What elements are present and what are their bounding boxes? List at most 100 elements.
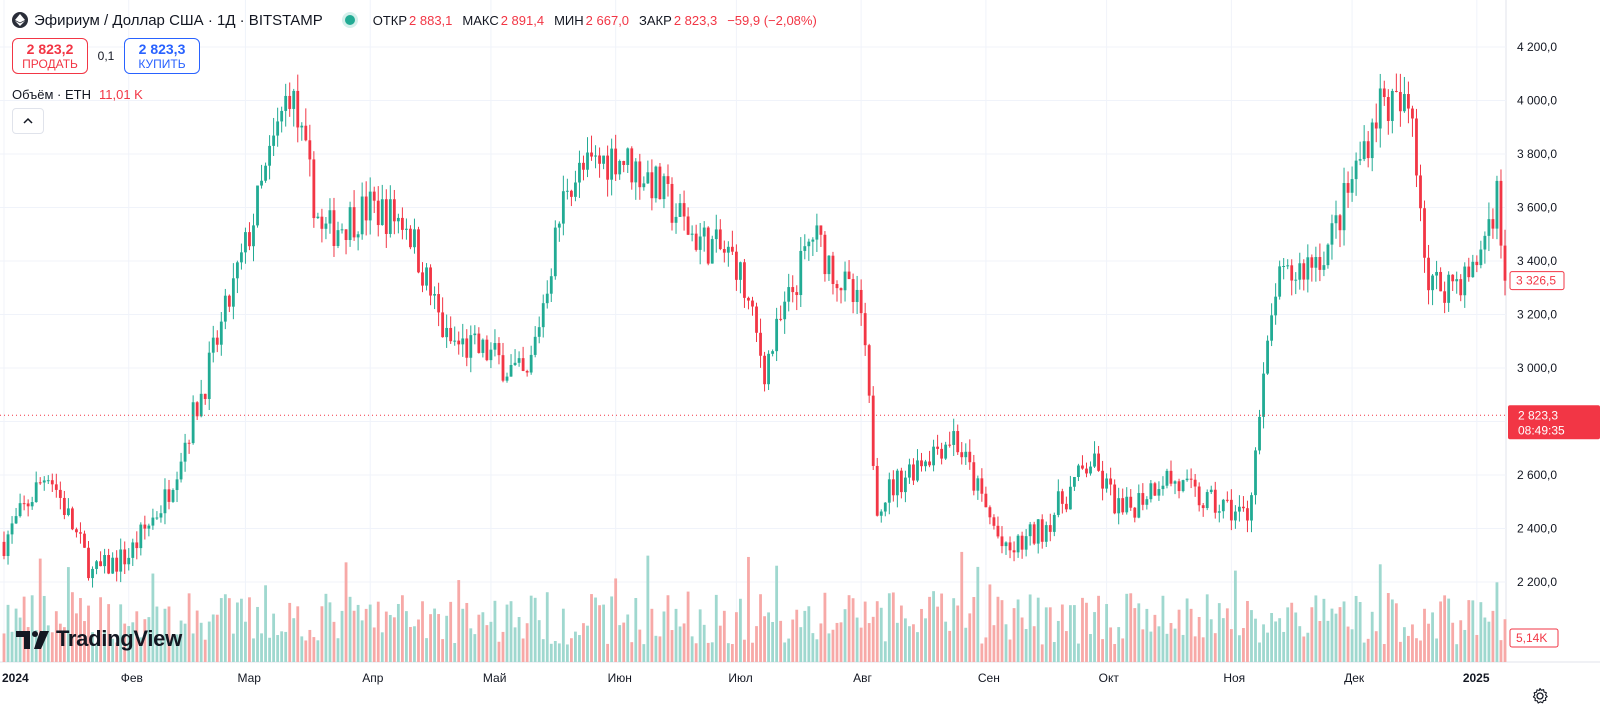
- candle-body: [264, 165, 267, 181]
- candle-body: [1358, 159, 1362, 161]
- candle-body: [1423, 208, 1426, 258]
- candle-body: [734, 251, 738, 280]
- candle-body: [887, 479, 891, 503]
- symbol-title[interactable]: Эфириум / Доллар США · 1Д · BITSTAMP: [34, 11, 323, 29]
- candle-body: [18, 503, 22, 517]
- candle-body: [1040, 519, 1044, 542]
- candle-body: [582, 162, 585, 170]
- candle-body: [235, 262, 239, 279]
- candle-body: [835, 284, 839, 289]
- volume-bar: [1495, 582, 1499, 662]
- candle-body: [606, 155, 610, 180]
- close-value: 2 823,3: [673, 12, 718, 28]
- volume-bar: [1411, 624, 1414, 662]
- time-tick-label: Ноя: [1223, 671, 1245, 685]
- volume-bar: [320, 606, 324, 662]
- candle-body: [924, 461, 927, 467]
- candle-body: [1004, 542, 1008, 547]
- buy-button[interactable]: 2 823,3 КУПИТЬ: [124, 38, 200, 74]
- candle-body: [751, 300, 754, 307]
- volume-bar: [851, 598, 855, 662]
- volume-bar: [457, 580, 461, 662]
- volume-bar: [1233, 570, 1237, 662]
- open-label: ОТКР: [372, 12, 408, 28]
- volume-bar: [1137, 603, 1141, 662]
- volume-bar: [449, 601, 453, 662]
- candle-body: [722, 249, 726, 253]
- candle-body: [22, 503, 26, 505]
- last-bar-price-label: 3 326,5: [1516, 274, 1556, 288]
- candle-body: [726, 246, 730, 253]
- candle-body: [610, 148, 614, 180]
- volume-bar: [650, 608, 654, 662]
- candle-body: [553, 227, 557, 277]
- volume-bar: [835, 622, 839, 662]
- candle-body: [58, 489, 62, 498]
- volume-bar: [590, 594, 593, 662]
- volume-bar: [1459, 620, 1463, 662]
- price-tick-label: 3 400,0: [1517, 254, 1557, 268]
- volume-bar: [10, 631, 14, 662]
- candle-body: [602, 155, 605, 164]
- volume-bar: [413, 626, 416, 662]
- volume-bar: [1423, 608, 1426, 662]
- volume-bar: [1402, 627, 1406, 662]
- volume-bar: [215, 614, 219, 662]
- sell-button[interactable]: 2 823,2 ПРОДАТЬ: [12, 38, 88, 74]
- volume-legend[interactable]: Объём · ETH 11,01 K: [12, 87, 143, 102]
- candle-body: [163, 489, 167, 514]
- candle-body: [1213, 489, 1217, 513]
- price-tick-label: 3 600,0: [1517, 201, 1557, 215]
- volume-bar: [1310, 607, 1314, 662]
- volume-bar: [1354, 595, 1358, 662]
- volume-bar: [565, 644, 569, 662]
- candle-body: [1048, 525, 1052, 532]
- volume-bar: [1201, 637, 1205, 662]
- candle-body: [771, 351, 775, 354]
- candle-body: [904, 477, 907, 493]
- time-tick-label: Мар: [237, 671, 261, 685]
- volume-bar: [972, 597, 976, 662]
- chart-settings-button[interactable]: [1530, 686, 1550, 706]
- candle-body: [50, 480, 54, 485]
- candle-body: [1181, 480, 1185, 492]
- candle-body: [875, 465, 879, 516]
- collapse-legend-button[interactable]: [12, 108, 44, 134]
- candle-body: [199, 393, 203, 417]
- candle-body: [964, 451, 968, 458]
- candle-body: [1020, 535, 1024, 550]
- candle-body: [1443, 291, 1447, 303]
- volume-bar: [807, 606, 811, 662]
- volume-bar: [1149, 631, 1153, 662]
- market-open-status-icon[interactable]: [344, 15, 355, 25]
- candle-body: [1427, 257, 1430, 291]
- high-label: МАКС: [462, 12, 499, 28]
- candle-body: [1467, 266, 1471, 278]
- candle-body: [1036, 519, 1040, 544]
- volume-bar: [252, 638, 255, 662]
- volume-bar: [248, 597, 251, 662]
- volume-bar: [83, 621, 86, 662]
- volume-bar: [1467, 600, 1471, 662]
- candle-body: [107, 555, 111, 574]
- volume-bar: [1366, 638, 1370, 662]
- volume-bar: [561, 608, 565, 662]
- candle-body: [521, 358, 525, 371]
- buy-label: КУПИТЬ: [138, 57, 186, 71]
- volume-bar: [461, 608, 465, 662]
- candle-body: [879, 511, 883, 516]
- volume-bar: [678, 626, 682, 662]
- candle-body: [767, 353, 770, 385]
- tradingview-logo[interactable]: TradingView: [16, 626, 182, 652]
- candle-body: [674, 216, 678, 223]
- spread-value: 0,1: [97, 49, 115, 63]
- volume-bar: [1056, 620, 1060, 662]
- candle-body: [666, 176, 670, 184]
- candle-body: [714, 229, 718, 240]
- last-bar-price-tag: [1509, 271, 1565, 291]
- volume-bar: [614, 578, 618, 662]
- volume-bar: [839, 622, 843, 662]
- volume-bar: [1338, 607, 1342, 662]
- candle-body: [525, 370, 529, 373]
